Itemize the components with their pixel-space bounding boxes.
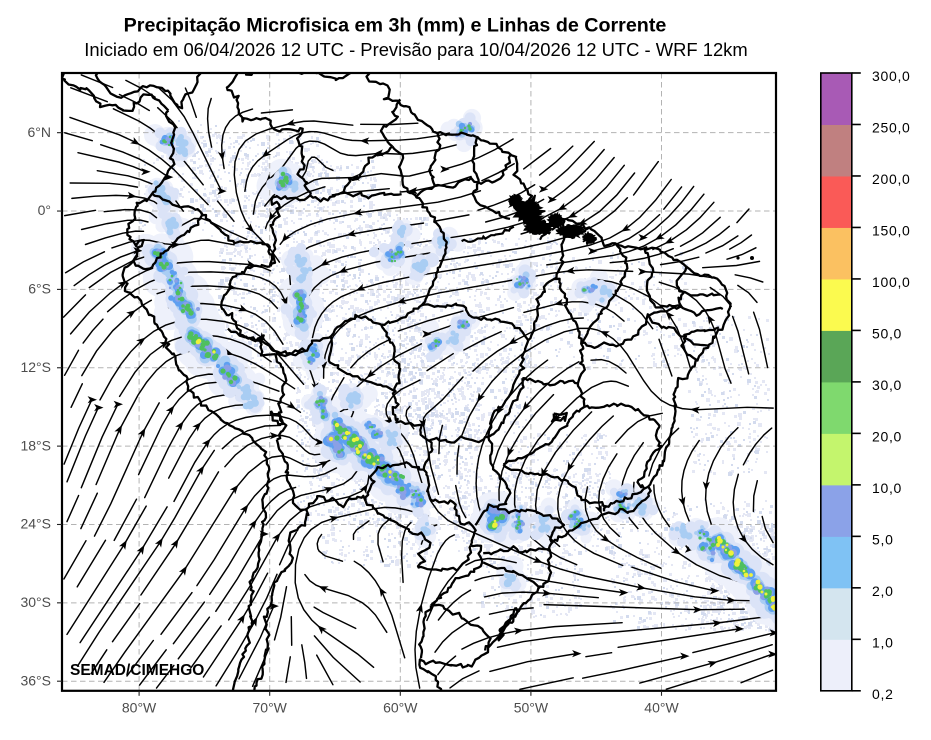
svg-text:150,0: 150,0 — [872, 223, 911, 239]
svg-text:40°W: 40°W — [644, 699, 679, 715]
svg-text:12°S: 12°S — [20, 359, 51, 375]
svg-text:5,0: 5,0 — [872, 532, 894, 548]
svg-text:1,0: 1,0 — [872, 635, 894, 651]
svg-text:24°S: 24°S — [20, 516, 51, 532]
svg-text:6°N: 6°N — [28, 124, 52, 140]
svg-text:0,2: 0,2 — [872, 686, 894, 702]
svg-text:70°W: 70°W — [253, 699, 288, 715]
svg-text:200,0: 200,0 — [872, 171, 911, 187]
svg-text:300,0: 300,0 — [872, 68, 911, 84]
svg-text:2,0: 2,0 — [872, 583, 894, 599]
svg-text:20,0: 20,0 — [872, 429, 902, 445]
svg-text:0°: 0° — [38, 202, 51, 218]
svg-text:Iniciado em 06/04/2026 12 UTC: Iniciado em 06/04/2026 12 UTC - Previsão… — [84, 39, 747, 60]
svg-text:SEMAD/CIMEHGO: SEMAD/CIMEHGO — [70, 662, 204, 679]
svg-text:250,0: 250,0 — [872, 120, 911, 136]
svg-text:6°S: 6°S — [28, 281, 51, 297]
svg-text:Precipitação Microfisica em 3h: Precipitação Microfisica em 3h (mm) e Li… — [124, 15, 667, 37]
svg-text:30°S: 30°S — [20, 594, 51, 610]
svg-text:10,0: 10,0 — [872, 480, 902, 496]
svg-text:30,0: 30,0 — [872, 377, 902, 393]
svg-text:60°W: 60°W — [383, 699, 418, 715]
svg-text:50,0: 50,0 — [872, 326, 902, 342]
svg-text:50°W: 50°W — [514, 699, 549, 715]
svg-text:80°W: 80°W — [122, 699, 157, 715]
svg-text:100,0: 100,0 — [872, 274, 911, 290]
svg-text:18°S: 18°S — [20, 437, 51, 453]
svg-text:36°S: 36°S — [20, 672, 51, 688]
